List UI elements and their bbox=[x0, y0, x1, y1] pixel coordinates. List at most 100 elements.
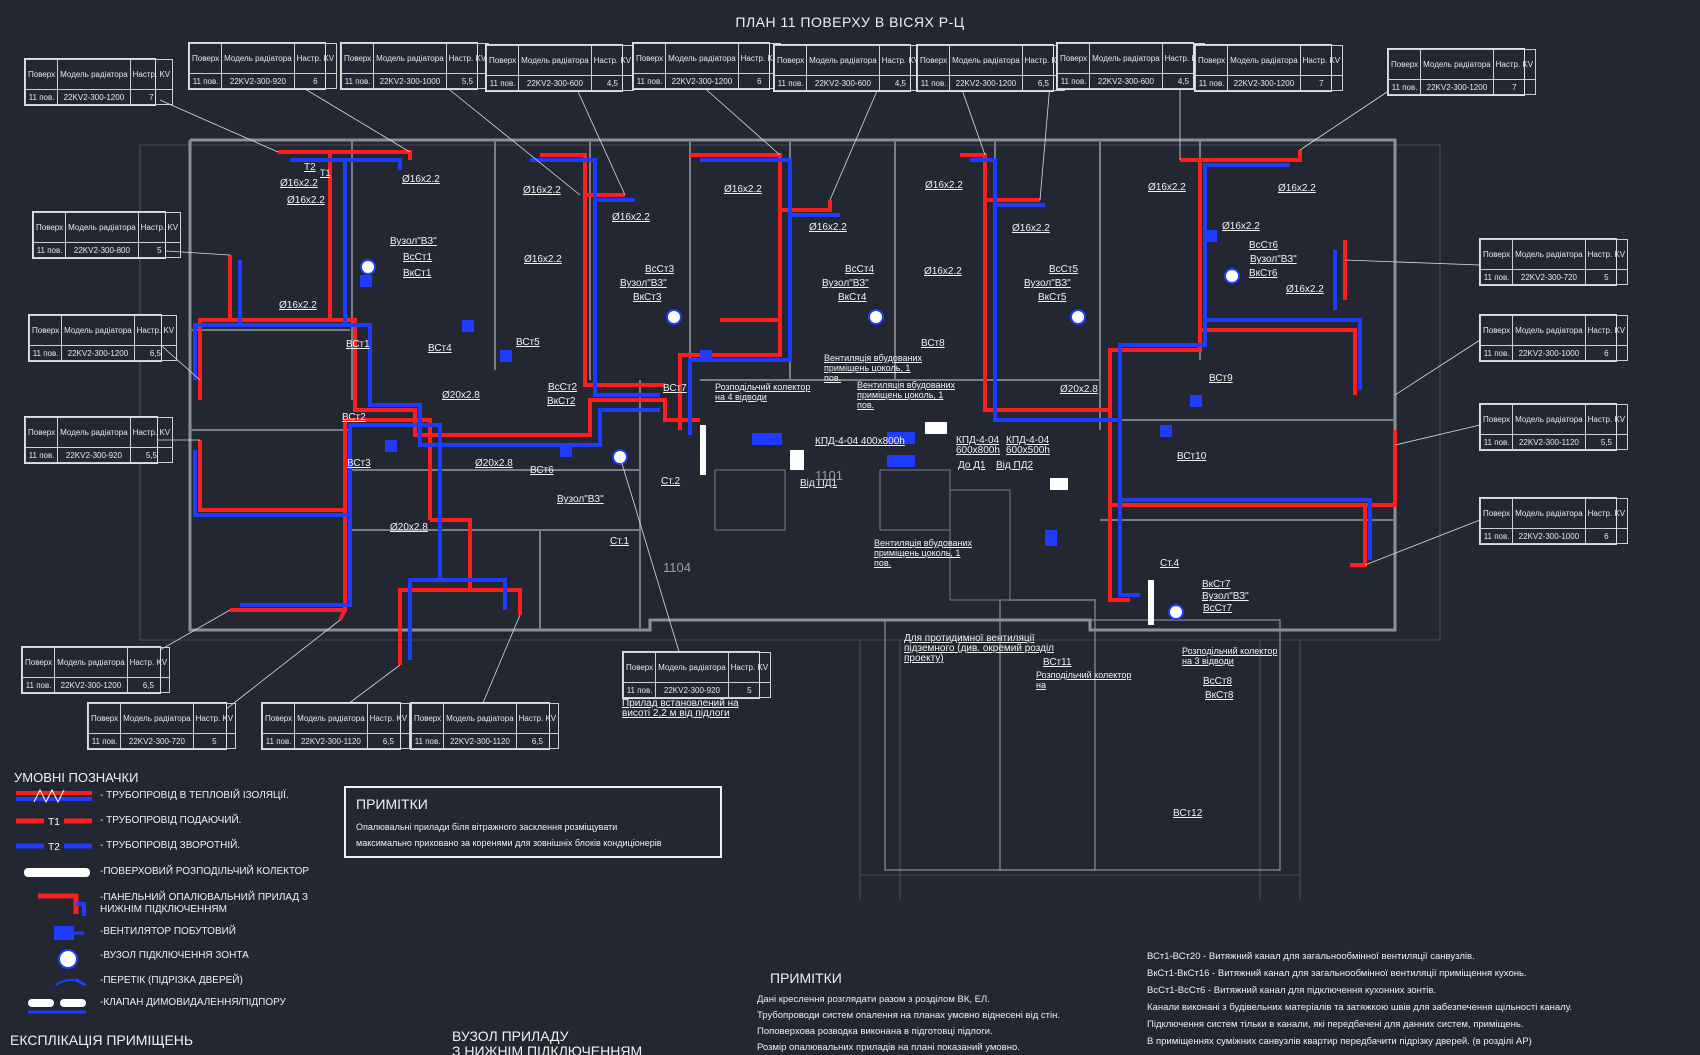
supply-pipes bbox=[198, 150, 1397, 665]
plan-label: ВСт7 bbox=[663, 383, 687, 394]
return-pipe-icon: T2 bbox=[16, 840, 92, 853]
header-model: Модель радіатора bbox=[1420, 48, 1494, 81]
cell-kv: 5 bbox=[137, 242, 182, 258]
header-kv: Настр. KV bbox=[1492, 48, 1537, 81]
header-floor: Поверх bbox=[1387, 48, 1422, 81]
plan-label: Вентиляція вбудованих приміщень цоколь, … bbox=[824, 353, 923, 383]
cell-floor: 11 пов. bbox=[622, 682, 657, 698]
notes-title: ПРИМІТКИ bbox=[356, 796, 428, 812]
radiator-table: Поверх Модель радіатора Настр. KV 11 пов. 22… bbox=[21, 646, 171, 694]
plan-label: Ø16x2.2 bbox=[1222, 221, 1260, 232]
header-floor: Поверх bbox=[1194, 44, 1229, 77]
header-model: Модель радіатора bbox=[65, 211, 139, 244]
radiator-table: Поверх Модель радіатора Настр. KV 11 пов. 22… bbox=[28, 314, 178, 362]
header-floor: Поверх bbox=[1479, 403, 1514, 436]
header-kv: Настр. KV bbox=[1584, 403, 1629, 436]
radiator-table: Поверх Модель радіатора Настр. KV 11 пов. 22… bbox=[261, 702, 411, 750]
plan-label: ВсСт5 bbox=[1049, 264, 1079, 275]
header-floor: Поверх bbox=[485, 44, 520, 77]
channel-note: ВсСт1-ВсСт6 - Витяжний канал для підключ… bbox=[1147, 985, 1437, 996]
cell-floor: 11 пов. bbox=[1194, 75, 1229, 91]
plan-label: Від ПД2 bbox=[996, 460, 1034, 471]
header-model: Модель радіатора bbox=[1512, 314, 1586, 347]
cell-model: 22KV2-300-1000 bbox=[1512, 345, 1586, 361]
plan-label: Ø16x2.2 bbox=[524, 254, 562, 265]
cell-model: 22KV2-300-1120 bbox=[443, 733, 517, 749]
plan-label: ВСт12 bbox=[1173, 808, 1203, 819]
plan-label: Від ПД1 bbox=[800, 478, 838, 489]
header-model: Модель радіатора bbox=[373, 42, 447, 75]
legend-return: T2 - ТРУБОПРОВІД ЗВОРОТНІЙ. bbox=[14, 838, 344, 856]
cell-floor: 11 пов. bbox=[916, 75, 951, 91]
cell-kv: 5 bbox=[192, 733, 237, 749]
plan-label: Ø16x2.2 bbox=[280, 178, 318, 189]
header-floor: Поверх bbox=[21, 646, 56, 679]
collector-icon bbox=[24, 868, 90, 877]
plan-label: ВСт8 bbox=[921, 338, 945, 349]
cell-floor: 11 пов. bbox=[1479, 528, 1514, 544]
plan-label: Ø16x2.2 bbox=[724, 184, 762, 195]
plan-label: T1 bbox=[320, 168, 331, 178]
plan-label: ВсСт4 bbox=[845, 264, 875, 275]
cell-model: 22KV2-300-720 bbox=[1512, 269, 1586, 285]
cell-floor: 11 пов. bbox=[261, 733, 296, 749]
radiator-table: Поверх Модель радіатора Настр. KV 11 пов. 22… bbox=[1387, 48, 1537, 96]
plan-label: До Д1 bbox=[958, 460, 986, 471]
plan-label: Вузол"ВЗ" bbox=[620, 278, 667, 289]
plan-label: ВСт2 bbox=[342, 412, 366, 423]
legend-radiator: -ПАНЕЛЬНИЙ ОПАЛЮВАЛЬНИЙ ПРИЛАД З НИЖНІМ … bbox=[14, 890, 344, 918]
cell-model: 22KV2-300-920 bbox=[221, 73, 295, 89]
cell-floor: 11 пов. bbox=[1056, 73, 1091, 89]
plan-label: Вузол"ВЗ" bbox=[1024, 278, 1071, 289]
plan-label: Вузол"ВЗ" bbox=[1202, 591, 1249, 602]
legend-damper: -КЛАПАН ДИМОВИДАЛЕННЯ/ПІДПОРУ bbox=[14, 995, 344, 1014]
plan-label: ВсСт8 bbox=[1203, 676, 1233, 687]
radiator-table: Поверх Модель радіатора Настр. KV 11 пов. 22… bbox=[188, 42, 338, 90]
header-kv: Настр. KV bbox=[133, 314, 178, 347]
bottom-note: Дані креслення розглядати разом з розділ… bbox=[757, 994, 990, 1005]
header-kv: Настр. KV bbox=[366, 702, 411, 735]
header-floor: Поверх bbox=[1056, 42, 1091, 75]
collectors bbox=[700, 422, 1154, 625]
bottom-note: Розмір опалювальних приладів на плані по… bbox=[757, 1042, 1020, 1053]
plan-label: T2 bbox=[304, 162, 316, 173]
radiator-icon bbox=[38, 893, 86, 916]
plan-label: Ø20x2.8 bbox=[390, 522, 428, 533]
radiator-table: Поверх Модель радіатора Настр. KV 11 пов. 22… bbox=[410, 702, 560, 750]
hood-node-icon bbox=[58, 949, 78, 969]
plan-label: ВкСт2 bbox=[547, 396, 576, 407]
legend-label: -ПОВЕРХОВИЙ РОЗПОДІЛЬЧИЙ КОЛЕКТОР bbox=[100, 866, 310, 877]
cell-model: 22KV2-300-1000 bbox=[373, 73, 447, 89]
cell-kv: 5,5 bbox=[1584, 434, 1629, 450]
plan-label: Ø16x2.2 bbox=[523, 185, 561, 196]
bottom-notes-title: ПРИМІТКИ bbox=[770, 970, 842, 986]
header-kv: Настр. KV bbox=[1299, 44, 1344, 77]
plan-label: Ø16x2.2 bbox=[1278, 183, 1316, 194]
cell-model: 22KV2-300-1200 bbox=[57, 89, 131, 105]
cell-floor: 11 пов. bbox=[21, 677, 56, 693]
legend-label: -КЛАПАН ДИМОВИДАЛЕННЯ/ПІДПОРУ bbox=[100, 997, 286, 1008]
legend-title: УМОВНІ ПОЗНАЧКИ bbox=[14, 770, 139, 785]
radiator-table: Поверх Модель радіатора Настр. KV 11 пов. 22… bbox=[1479, 403, 1629, 451]
plan-label: Ø16x2.2 bbox=[287, 195, 325, 206]
header-kv: Настр. KV bbox=[129, 58, 174, 91]
cell-model: 22KV2-300-1000 bbox=[1512, 528, 1586, 544]
header-floor: Поверх bbox=[773, 44, 808, 77]
cell-floor: 11 пов. bbox=[24, 447, 59, 463]
radiator-table: Поверх Модель радіатора Настр. KV 11 пов. 22… bbox=[916, 44, 1066, 92]
header-floor: Поверх bbox=[24, 58, 59, 91]
cell-kv: 5,5 bbox=[445, 73, 490, 89]
header-model: Модель радіатора bbox=[655, 651, 729, 684]
header-floor: Поверх bbox=[1479, 238, 1514, 271]
channel-note: В приміщеннях суміжних санвузлів квартир… bbox=[1147, 1036, 1532, 1047]
plan-label: ВСт3 bbox=[347, 458, 371, 469]
plan-label: ВкСт5 bbox=[1038, 292, 1067, 303]
cell-floor: 11 пов. bbox=[485, 75, 520, 91]
cell-floor: 11 пов. bbox=[410, 733, 445, 749]
cell-floor: 11 пов. bbox=[24, 89, 59, 105]
cell-kv: 6,5 bbox=[126, 677, 171, 693]
plan-label: ВкСт1 bbox=[403, 268, 432, 279]
header-kv: Настр. KV bbox=[192, 702, 237, 735]
plan-label: ВкСт6 bbox=[1249, 268, 1278, 279]
